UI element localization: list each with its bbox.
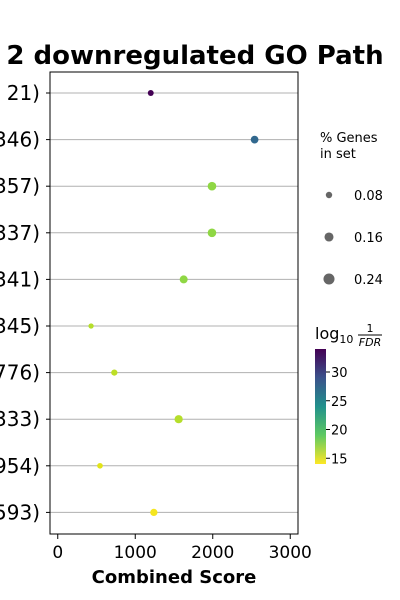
data-point (111, 369, 118, 376)
gridlines (50, 92, 298, 513)
x-tick-label: 3000 (269, 543, 312, 563)
y-tick-label: 346) (0, 128, 40, 152)
colorbar-tick-label: 20 (331, 424, 348, 439)
size-legend-marker (324, 232, 334, 242)
x-tick-label: 2000 (191, 543, 234, 563)
data-point (88, 323, 94, 329)
size-legend-label: 0.08 (354, 189, 383, 204)
colorbar-title: log10 (315, 324, 353, 346)
data-point (147, 90, 154, 96)
colorbar-title-denominator: FDR (359, 336, 381, 349)
size-legend-marker (325, 191, 333, 199)
y-tick-label: 776) (0, 361, 40, 385)
y-tick-label: 341) (0, 267, 40, 291)
data-points (88, 90, 259, 517)
size-legend-title-line2: in set (320, 147, 356, 162)
size-legend-label: 0.24 (354, 273, 383, 288)
y-tick-label: 357) (0, 174, 40, 198)
y-tick-label: 333) (0, 407, 40, 431)
x-tick-label: 1000 (114, 543, 157, 563)
size-legend-title-line1: % Genes (320, 131, 378, 146)
y-tick-label: 337) (0, 221, 40, 245)
size-legend: % Genes in set 0.08 0.16 0.24 (320, 131, 383, 288)
y-tick-labels: 21) 346) 357) 337) 341) 345) 776) 333) 954) 593) (0, 81, 50, 524)
colorbar-tick-label: 15 (331, 452, 348, 467)
chart-title: 2 downregulated GO Path (6, 41, 383, 71)
data-point (207, 181, 217, 191)
x-axis-label: Combined Score (92, 567, 257, 588)
y-tick-label: 345) (0, 314, 40, 338)
colorbar: log10 1 FDR 15 20 25 30 (315, 322, 382, 467)
size-legend-label: 0.16 (354, 231, 383, 246)
size-legend-marker (323, 273, 335, 285)
x-axis: 0 1000 2000 3000 (52, 534, 312, 563)
y-tick-label: 593) (0, 500, 40, 524)
colorbar-title-numerator: 1 (367, 322, 374, 335)
data-point (207, 228, 217, 238)
y-tick-label: 21) (7, 81, 40, 105)
plot-frame (49, 71, 299, 535)
data-point (97, 462, 103, 469)
colorbar-tick-label: 25 (331, 395, 348, 410)
data-point (179, 275, 188, 284)
data-point (174, 415, 183, 424)
colorbar-gradient (315, 349, 326, 464)
colorbar-tick-label: 30 (331, 366, 348, 381)
y-tick-label: 954) (0, 454, 40, 478)
x-tick-label: 0 (52, 543, 63, 563)
data-point (250, 135, 259, 144)
data-point (150, 508, 158, 517)
